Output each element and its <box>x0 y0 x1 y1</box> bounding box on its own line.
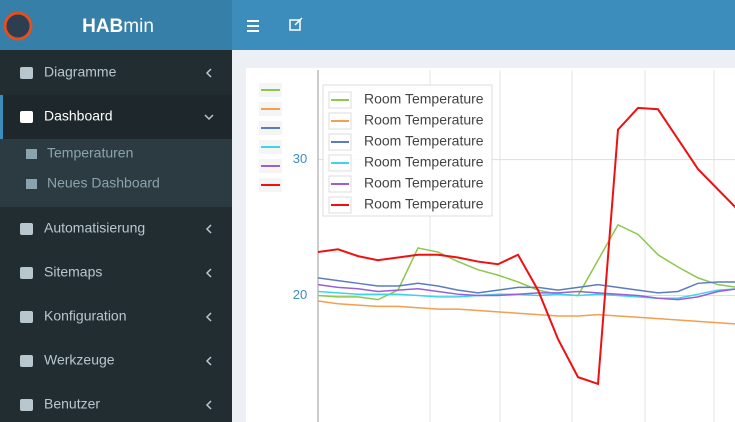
menu-item[interactable]: Benutzer <box>20 396 212 412</box>
chevron <box>204 114 214 121</box>
menu-label: Sitemaps <box>44 264 102 280</box>
menu-label: Benutzer <box>44 396 100 412</box>
menu-item[interactable]: Dashboard <box>0 95 232 139</box>
chevron <box>205 312 212 322</box>
legend: Room Temperature Room Temperature Room Tem… <box>322 84 493 217</box>
legend-label: Room Temperature <box>364 196 484 212</box>
menu-toggle[interactable] <box>247 20 259 32</box>
chevron <box>205 68 212 78</box>
menu: Diagramme Dashboard Temperaturen Neues Dash… <box>0 64 232 412</box>
submenu-bg <box>0 139 232 207</box>
menu-label: Diagramme <box>44 64 117 80</box>
legend-label: Room Temperature <box>364 91 484 107</box>
menu-icon <box>20 399 33 411</box>
chevron <box>205 268 212 278</box>
menu-label: Konfiguration <box>44 308 127 324</box>
menu-item[interactable]: Diagramme <box>20 64 212 80</box>
y-tick-label: 30 <box>293 151 307 166</box>
edit-button[interactable] <box>289 17 303 31</box>
menu-icon <box>20 355 33 367</box>
legend-label: Room Temperature <box>364 154 484 170</box>
legend-label: Room Temperature <box>364 112 484 128</box>
submenu-icon <box>26 179 37 189</box>
series-line <box>318 106 735 386</box>
submenu-label: Neues Dashboard <box>47 175 160 191</box>
submenu-item[interactable]: Temperaturen <box>26 145 133 161</box>
logo-icon <box>3 11 33 41</box>
title-bold: HAB <box>82 16 123 37</box>
chevron <box>205 400 212 410</box>
submenu-item[interactable]: Neues Dashboard <box>26 175 160 191</box>
sidebar <box>0 0 232 422</box>
active-marker <box>0 95 3 139</box>
title-regular: min <box>123 16 154 37</box>
submenu-icon <box>26 149 37 159</box>
menu-label: Automatisierung <box>44 220 145 236</box>
menu-icon <box>20 311 33 323</box>
series-line <box>318 283 735 301</box>
series-line <box>318 277 735 294</box>
app-title: HABmin <box>82 16 154 37</box>
menu-icon <box>20 67 33 79</box>
menu-label: Dashboard <box>44 108 113 124</box>
active-bg <box>0 95 232 139</box>
menu-icon <box>20 111 33 123</box>
legend-label: Room Temperature <box>364 133 484 149</box>
menu-item[interactable]: Konfiguration <box>20 308 212 324</box>
menu-label: Werkzeuge <box>44 352 115 368</box>
menu-item[interactable]: Automatisierung <box>20 220 212 236</box>
menu-item[interactable]: Sitemaps <box>20 264 212 280</box>
legend-label: Room Temperature <box>364 175 484 191</box>
chevron <box>205 224 212 234</box>
menu-item[interactable]: Werkzeuge <box>20 352 212 368</box>
chevron <box>205 356 212 366</box>
menu-icon <box>20 223 33 235</box>
logo-bar <box>0 0 232 50</box>
series-line <box>318 300 735 325</box>
y-tick-label: 20 <box>293 287 307 302</box>
navbar <box>232 0 735 50</box>
menu-icon <box>20 267 33 279</box>
submenu-label: Temperaturen <box>47 145 133 161</box>
